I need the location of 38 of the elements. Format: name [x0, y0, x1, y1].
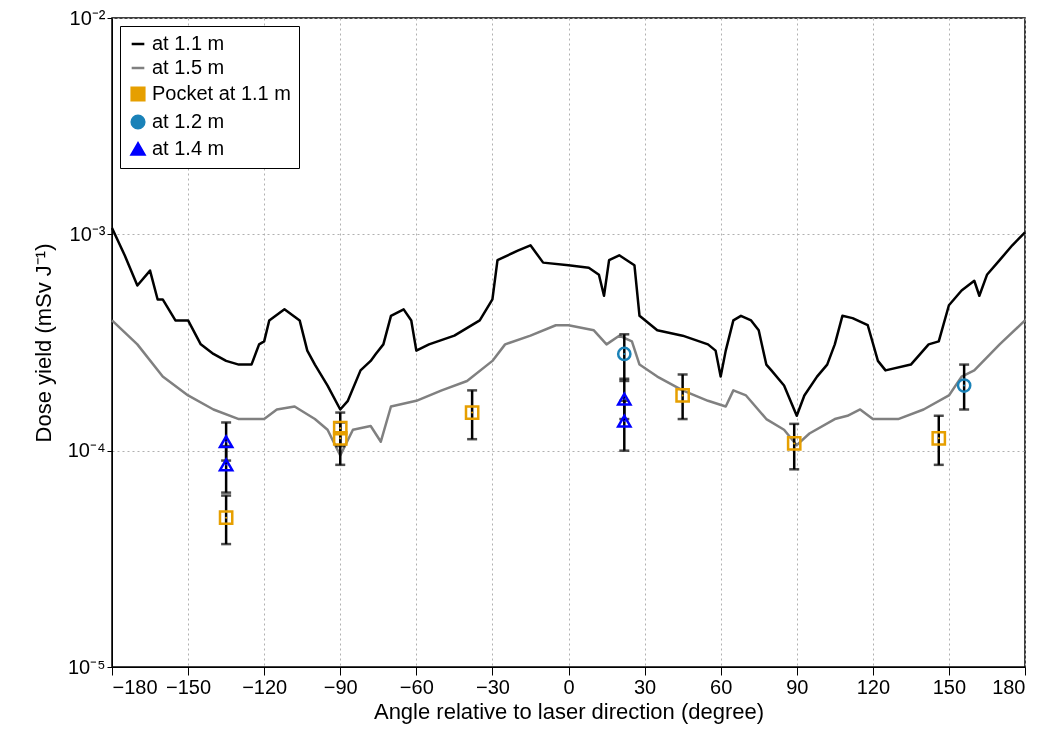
point	[332, 430, 348, 446]
x-tick-label: −150	[166, 675, 212, 698]
x-tick-label: 90	[786, 675, 809, 698]
legend-label: at 1.4 m	[152, 137, 225, 159]
point	[786, 436, 802, 451]
point	[218, 435, 234, 449]
point	[616, 392, 632, 406]
legend-label: at 1.5 m	[152, 56, 225, 78]
x-tick-label: 0	[563, 675, 575, 698]
point	[218, 510, 234, 526]
point	[931, 430, 947, 446]
x-tick-label: 120	[856, 675, 891, 698]
x-tick-label: −60	[399, 675, 434, 698]
y-tick-label: 10⁻⁵	[67, 655, 106, 678]
point	[616, 346, 632, 362]
x-tick-label: −30	[475, 675, 510, 698]
x-tick-label: 150	[932, 675, 967, 698]
x-tick-label: 60	[710, 675, 733, 698]
point	[218, 458, 234, 472]
y-tick-label: 10⁻²	[69, 6, 106, 29]
line-series	[110, 319, 1027, 457]
point	[675, 388, 690, 403]
x-axis-title: Angle relative to laser direction (degree)	[373, 698, 765, 724]
x-tick-label: −180	[112, 675, 158, 698]
x-tick-label: 180	[992, 675, 1026, 698]
y-axis-title: Dose yield (mSv J⁻¹)	[30, 243, 56, 443]
y-tick-label: 10⁻³	[69, 222, 106, 245]
legend-label: Pocket at 1.1 m	[152, 82, 291, 104]
x-tick-label: −120	[242, 675, 288, 698]
y-tick-label: 10⁻⁴	[67, 439, 106, 462]
point	[464, 405, 480, 420]
x-tick-label: −90	[323, 675, 358, 698]
point	[332, 420, 348, 436]
point	[956, 378, 972, 393]
x-tick-label: 30	[633, 675, 657, 698]
legend-label: at 1.1 m	[152, 32, 225, 54]
legend-label: at 1.2 m	[152, 110, 225, 132]
point	[616, 414, 632, 428]
